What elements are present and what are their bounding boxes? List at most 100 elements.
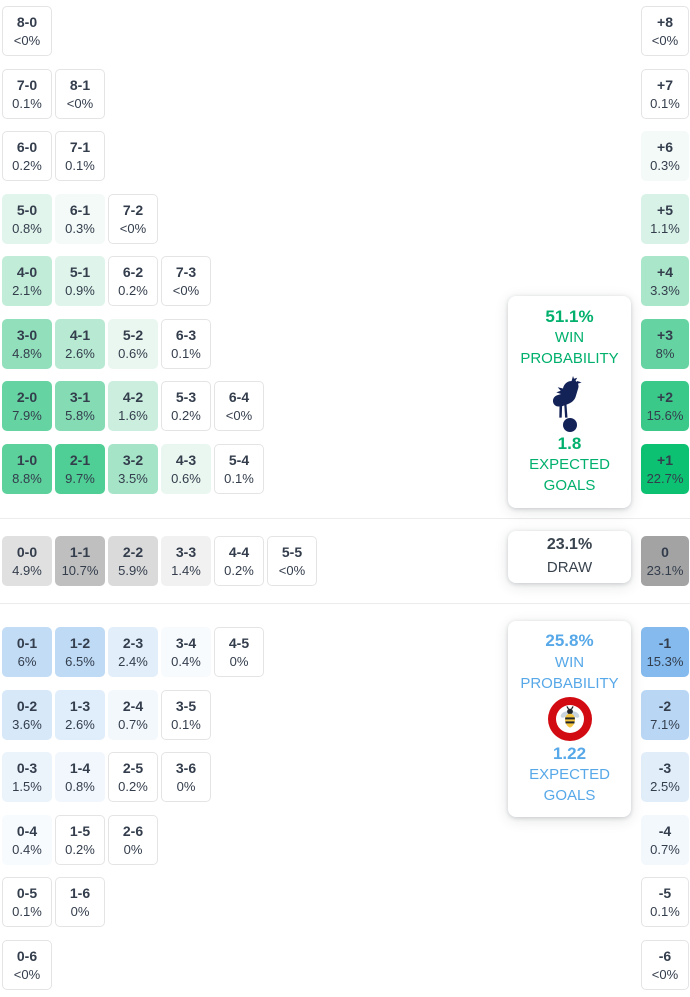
probability-label: 1.6%	[118, 408, 148, 423]
score-cell: 0-5 0.1%	[2, 877, 52, 927]
probability-label: 6.5%	[65, 654, 95, 669]
probability-label: 5.8%	[65, 408, 95, 423]
probability-label: 6%	[17, 654, 37, 669]
score-label: 4-4	[228, 544, 250, 560]
score-label: +3	[657, 326, 673, 343]
score-cell: 3-2 3.5%	[108, 443, 158, 494]
probability-label: 0.2%	[12, 158, 42, 173]
probability-label: <0%	[278, 563, 306, 578]
draw-card: 23.1% DRAW	[508, 531, 631, 583]
score-label: +1	[657, 451, 673, 468]
score-cell: 0-4 0.4%	[2, 814, 52, 865]
probability-label: 0.1%	[224, 470, 254, 486]
score-label: -2	[658, 697, 672, 714]
probability-label: 5.9%	[118, 563, 148, 578]
goal-margin-cell: +7 0.1%	[641, 68, 689, 119]
home-expected-goals-label: EXPECTED GOALS	[529, 456, 610, 494]
score-label: 1-1	[69, 544, 91, 560]
probability-label: 22.7%	[646, 470, 684, 486]
goal-margin-cell: +8 <0%	[641, 6, 689, 56]
score-cell: 6-0 0.2%	[2, 131, 52, 181]
goal-margin-cell: 0 23.1%	[641, 536, 689, 586]
score-cell: 2-6 0%	[108, 814, 158, 865]
score-label: 2-1	[69, 451, 91, 468]
probability-label: 3.6%	[12, 716, 42, 732]
score-label: 0-2	[16, 697, 38, 714]
score-label: 3-4	[175, 635, 197, 651]
score-label: 6-0	[16, 139, 38, 155]
probability-label: 0.2%	[118, 779, 148, 794]
score-cell: 6-4 <0%	[214, 381, 264, 431]
score-cell: 8-0 <0%	[2, 6, 52, 56]
score-label: 8-0	[16, 14, 38, 30]
score-cell: 3-1 5.8%	[55, 381, 105, 431]
grid-row: 2-0 7.9% 3-1 5.8% 4-2 1.6% 5-3 0.2% 6-4 <0% +2 15.6…	[0, 381, 690, 431]
probability-label: 0.1%	[650, 95, 680, 111]
score-label: 0-6	[16, 947, 38, 964]
probability-label: 0.7%	[650, 841, 680, 857]
probability-label: 0.4%	[12, 841, 42, 857]
goal-margin-cell: -5 0.1%	[641, 877, 689, 927]
probability-label: <0%	[225, 408, 253, 423]
score-cell: 3-3 1.4%	[161, 536, 211, 586]
goal-margin-cell: +1 22.7%	[641, 443, 689, 494]
grid-row: 0-1 6% 1-2 6.5% 2-3 2.4% 3-4 0.4% 4-5 0% -1 15.3%	[0, 627, 690, 677]
score-cell: 2-1 9.7%	[55, 443, 105, 494]
draw-score-row: 0-0 4.9% 1-1 10.7% 2-2 5.9% 3-3 1.4% 4-4 0.2% 5-5 <…	[0, 518, 690, 604]
score-label: 0	[661, 544, 669, 560]
probability-label: 0.2%	[65, 841, 95, 857]
goal-margin-cell: -6 <0%	[641, 939, 689, 990]
probability-label: 0.6%	[171, 470, 201, 486]
score-label: 1-3	[69, 697, 91, 714]
grid-row: 0-2 3.6% 1-3 2.6% 2-4 0.7% 3-5 0.1% -2 7.1%	[0, 689, 690, 740]
away-win-percentage: 25.8%	[545, 631, 594, 650]
score-cell: 2-3 2.4%	[108, 627, 158, 677]
probability-label: 1.4%	[171, 563, 201, 578]
score-label: +8	[657, 14, 673, 30]
probability-label: <0%	[13, 33, 41, 48]
probability-label: 2.1%	[12, 283, 42, 298]
probability-label: 0.2%	[171, 408, 201, 423]
probability-label: 0%	[229, 654, 249, 669]
goal-margin-cell: +2 15.6%	[641, 381, 689, 431]
score-label: -3	[658, 760, 672, 776]
score-label: 5-0	[16, 201, 38, 218]
score-label: 0-5	[16, 885, 38, 901]
probability-label: <0%	[651, 33, 679, 48]
score-cell: 4-2 1.6%	[108, 381, 158, 431]
score-cell: 5-1 0.9%	[55, 256, 105, 306]
probability-label: 0.1%	[12, 95, 42, 111]
draw-percentage: 23.1%	[546, 535, 593, 553]
probability-label: 9.7%	[65, 470, 95, 486]
goal-margin-cell: +5 1.1%	[641, 193, 689, 244]
probability-label: 0.2%	[224, 563, 254, 578]
probability-label: 0.3%	[650, 158, 680, 173]
score-label: 6-4	[228, 389, 250, 405]
score-cell: 5-3 0.2%	[161, 381, 211, 431]
score-cell: 7-0 0.1%	[2, 68, 52, 119]
score-cell: 5-0 0.8%	[2, 193, 52, 244]
score-cell: 7-1 0.1%	[55, 131, 105, 181]
score-label: +5	[657, 201, 673, 218]
probability-label: <0%	[13, 966, 41, 982]
goal-margin-cell: +4 3.3%	[641, 256, 689, 306]
probability-label: 0%	[70, 904, 90, 919]
score-label: 2-4	[122, 697, 144, 714]
score-cell: 1-4 0.8%	[55, 752, 105, 802]
probability-label: 0%	[176, 779, 196, 794]
grid-row: 0-3 1.5% 1-4 0.8% 2-5 0.2% 3-6 0% -3 2.5%	[0, 752, 690, 802]
probability-label: 0.8%	[65, 779, 95, 794]
probability-label: <0%	[66, 95, 94, 111]
score-cell: 2-0 7.9%	[2, 381, 52, 431]
grid-row: 4-0 2.1% 5-1 0.9% 6-2 0.2% 7-3 <0% +4 3.3%	[0, 256, 690, 306]
grid-row: 0-0 4.9% 1-1 10.7% 2-2 5.9% 3-3 1.4% 4-4 0.2% 5-5 <…	[0, 536, 690, 586]
probability-label: 0.1%	[171, 345, 201, 361]
score-label: 5-1	[69, 264, 91, 280]
score-label: -6	[658, 947, 672, 964]
score-label: 3-2	[122, 451, 144, 468]
away-win-score-grid: 0-1 6% 1-2 6.5% 2-3 2.4% 3-4 0.4% 4-5 0% -1 15.3% 0-…	[0, 627, 690, 990]
probability-label: 15.3%	[646, 654, 684, 669]
score-cell: 6-2 0.2%	[108, 256, 158, 306]
score-label: 0-1	[16, 635, 38, 651]
